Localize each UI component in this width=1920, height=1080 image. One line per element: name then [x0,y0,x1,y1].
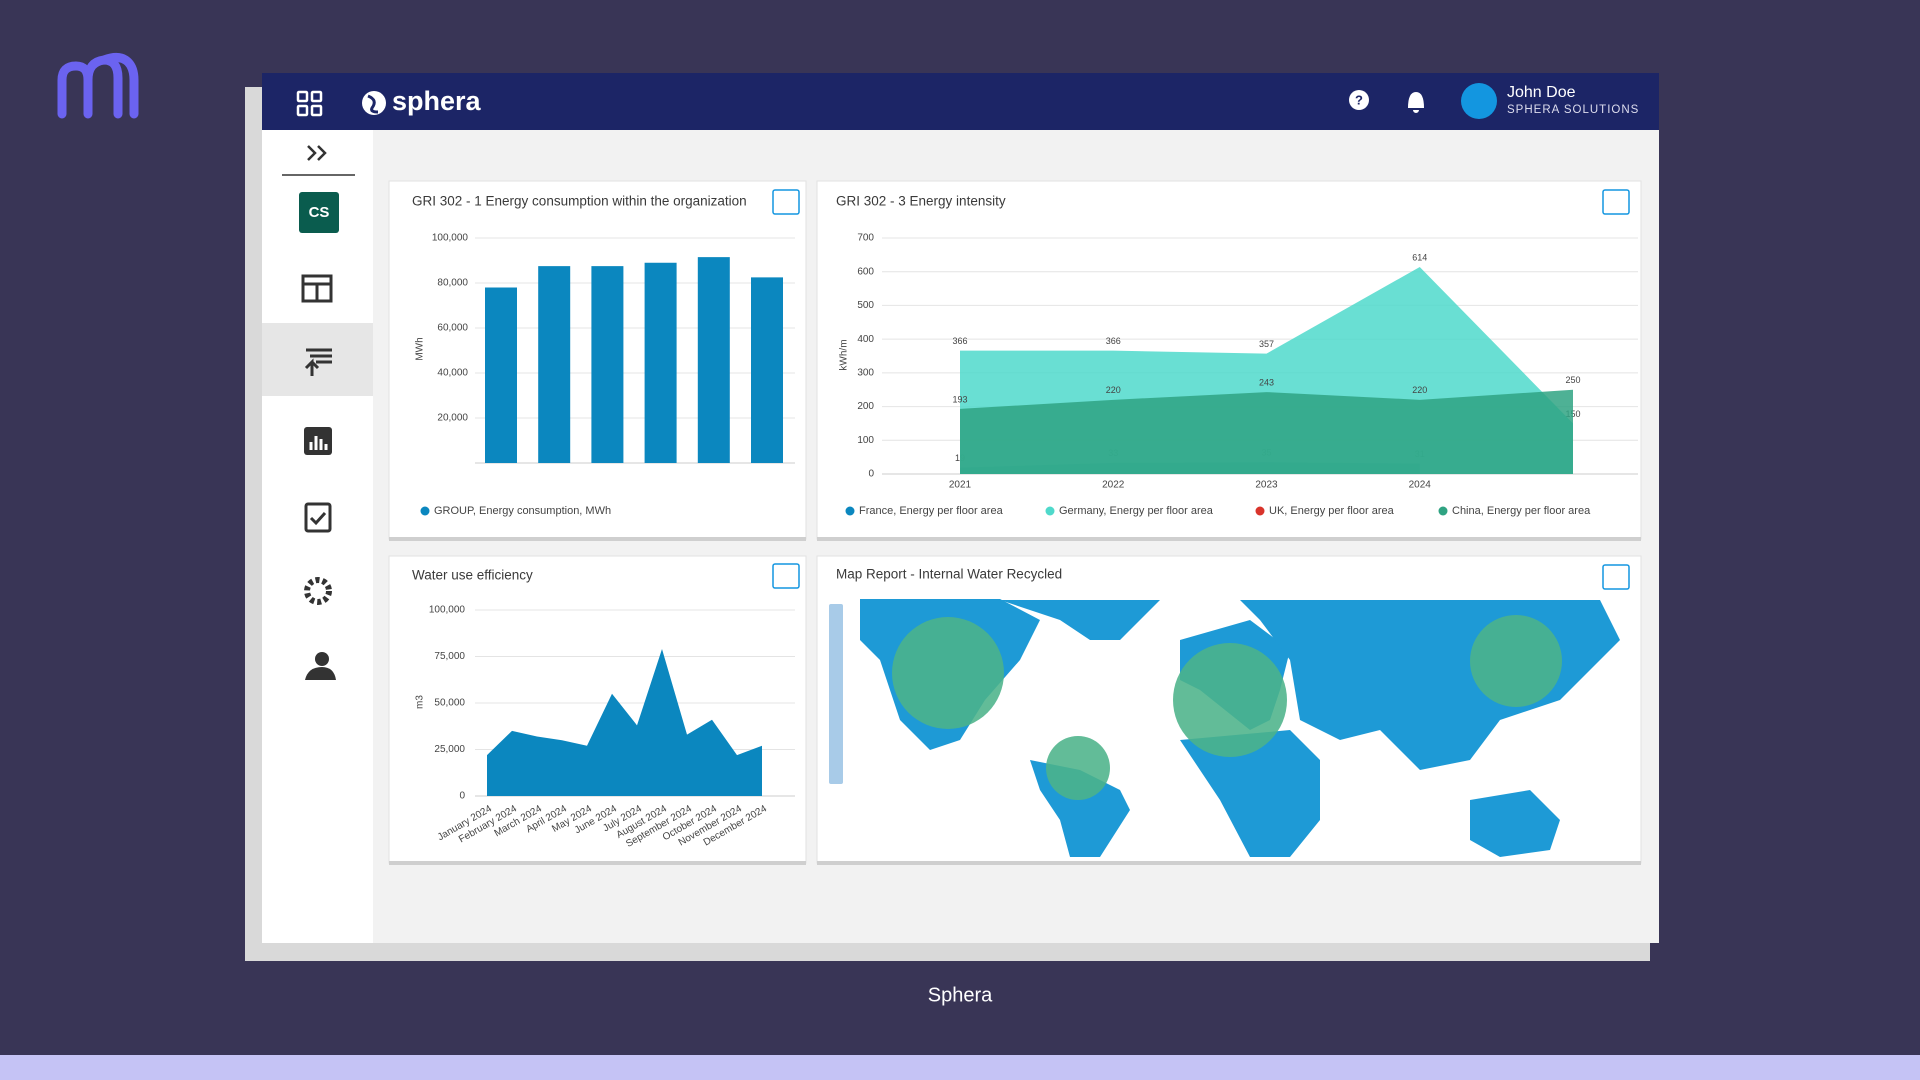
panel-edges [389,537,1641,865]
task-icon[interactable] [304,502,332,533]
x-tick-label: 2024 [1409,480,1432,491]
top-bar [262,73,1659,130]
y-tick-label: 400 [857,334,874,345]
legend-label: Germany, Energy per floor area [1059,505,1214,517]
data-label: 220 [1106,385,1121,395]
y-tick-label: 100,000 [429,605,466,616]
data-label: 366 [952,336,967,346]
sidebar [262,130,373,943]
y-tick-label: 20,000 [437,413,468,424]
legend-swatch [1255,506,1265,516]
data-label: 250 [1565,375,1580,385]
user-icon-body [305,667,336,680]
brand-name: sphera [392,86,482,116]
y-tick-label: 0 [868,469,874,480]
y-axis-label: m3 [415,695,426,709]
panel-menus[interactable] [772,189,1630,590]
y-tick-label: 60,000 [437,323,468,334]
bottom-strip [0,1055,1920,1080]
y-tick-label: 0 [459,791,465,802]
y-tick-label: 300 [857,367,874,378]
bell-icon[interactable] [1408,92,1424,113]
zoom-slider[interactable] [829,604,843,784]
bar [538,266,571,463]
chart-icon[interactable] [304,427,332,455]
apps-icon[interactable] [296,90,323,117]
x-tick-label: 2023 [1255,480,1278,491]
legend-label: UK, Energy per floor area [1269,505,1395,517]
map-bubbles [892,615,1562,800]
report-icon [304,348,332,376]
layout-icon-lines [303,282,331,301]
bar [485,287,517,463]
legend-swatch [420,506,430,516]
area [487,649,762,796]
legend-label: China, Energy per floor area [1452,505,1591,517]
expand-icon[interactable] [307,145,327,161]
y-tick-label: 700 [857,233,874,244]
badge-text: CS [309,204,330,221]
data-label: 220 [1412,385,1427,395]
bar [591,266,624,463]
bar [697,257,730,463]
task-check [309,511,327,526]
user-org: SPHERA SOLUTIONS [1507,104,1639,116]
panel-title: Water use efficiency [412,568,533,583]
y-tick-label: 600 [857,266,874,277]
caption: Sphera [928,984,993,1006]
y-tick-label: 500 [857,300,874,311]
legend-swatch [845,506,855,516]
chart-icon-bars [309,436,328,450]
legend-swatch [1438,506,1448,516]
user-name: John Doe [1507,84,1576,101]
area [960,389,1573,474]
brand-logo-mark [367,94,379,114]
help-glyph: ? [1355,92,1363,107]
legend-swatch [1045,506,1055,516]
data-label: 193 [952,394,967,404]
x-tick-label: 2021 [949,480,972,491]
panel-title: GRI 302 - 3 Energy intensity [836,194,1006,209]
panel-title: Map Report - Internal Water Recycled [836,567,1062,582]
bar [644,262,677,463]
help-icon[interactable] [1349,90,1369,110]
y-axis-label: MWh [415,337,426,360]
y-axis-label: kWh/m [839,339,850,370]
legend-label: GROUP, Energy consumption, MWh [434,505,611,517]
user-icon[interactable] [315,652,329,666]
y-tick-label: 40,000 [437,368,468,379]
y-tick-label: 100,000 [432,233,469,244]
data-label: 366 [1106,336,1121,346]
badge[interactable] [299,192,339,233]
settings-icon[interactable] [304,577,332,605]
avatar[interactable] [1461,83,1497,119]
y-tick-label: 50,000 [434,698,465,709]
y-tick-label: 200 [857,401,874,412]
data-label: 357 [1259,339,1274,349]
logo [57,52,139,119]
y-tick-label: 80,000 [437,278,468,289]
panel [388,555,807,864]
bar [751,277,783,463]
x-tick-label: 2022 [1102,480,1125,491]
data-label: 243 [1259,377,1274,387]
y-tick-label: 100 [857,435,874,446]
nav-selected[interactable] [262,323,373,396]
legend-label: France, Energy per floor area [859,505,1004,517]
y-tick-label: 25,000 [434,744,465,755]
panel-title: GRI 302 - 1 Energy consumption within th… [412,194,747,209]
data-label: 614 [1412,252,1427,262]
y-tick-label: 75,000 [434,651,465,662]
